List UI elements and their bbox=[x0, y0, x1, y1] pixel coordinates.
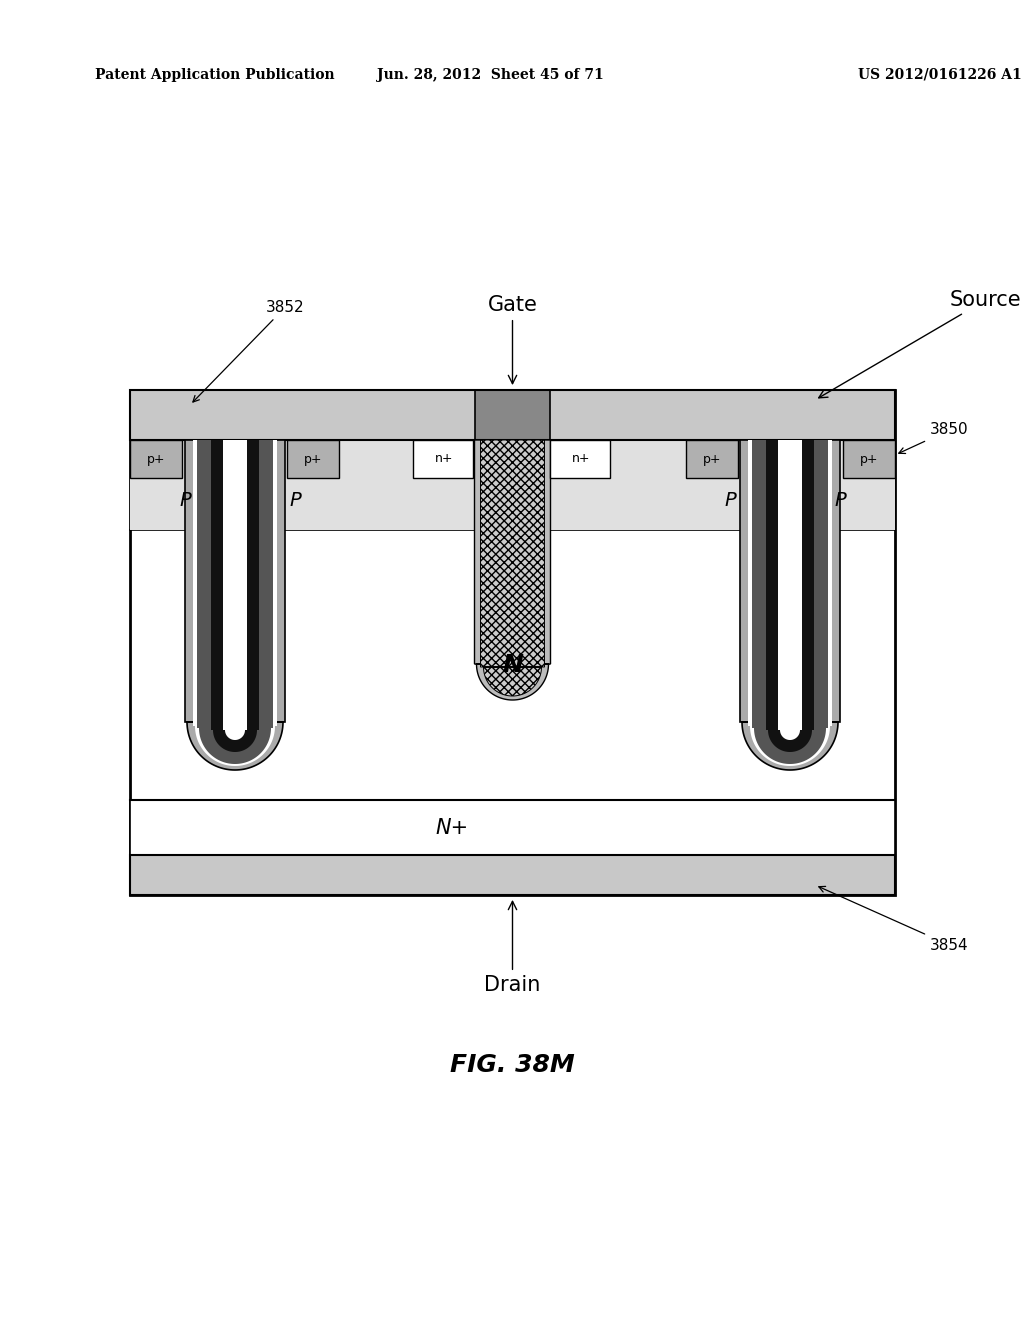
Bar bbox=[130, 389, 475, 440]
Text: Source: Source bbox=[819, 290, 1022, 397]
Bar bbox=[550, 389, 895, 440]
Bar bbox=[413, 440, 473, 478]
Polygon shape bbox=[740, 440, 840, 770]
Bar bbox=[130, 800, 895, 855]
Text: 3850: 3850 bbox=[899, 422, 969, 454]
Text: P: P bbox=[179, 491, 190, 510]
Text: Jun. 28, 2012  Sheet 45 of 71: Jun. 28, 2012 Sheet 45 of 71 bbox=[377, 69, 603, 82]
Text: FIG. 38M: FIG. 38M bbox=[451, 1053, 574, 1077]
Text: p+: p+ bbox=[860, 453, 879, 466]
Polygon shape bbox=[193, 440, 278, 766]
Text: Drain: Drain bbox=[484, 902, 541, 995]
Text: Patent Application Publication: Patent Application Publication bbox=[95, 69, 335, 82]
Polygon shape bbox=[748, 440, 831, 766]
Bar bbox=[686, 440, 738, 478]
Polygon shape bbox=[752, 440, 828, 764]
Bar bbox=[130, 440, 185, 531]
Text: p+: p+ bbox=[702, 453, 721, 466]
Text: n+: n+ bbox=[435, 453, 454, 466]
Text: Gate: Gate bbox=[487, 294, 538, 384]
Text: P: P bbox=[724, 491, 736, 510]
Polygon shape bbox=[474, 440, 551, 700]
Bar bbox=[130, 440, 182, 478]
Text: p+: p+ bbox=[304, 453, 323, 466]
Text: N: N bbox=[502, 653, 523, 677]
Bar bbox=[130, 389, 895, 895]
Text: 3852: 3852 bbox=[193, 300, 304, 403]
Bar bbox=[843, 440, 895, 478]
Text: P: P bbox=[835, 491, 846, 510]
Text: N+: N+ bbox=[436, 817, 469, 837]
Polygon shape bbox=[197, 440, 273, 764]
Bar bbox=[285, 440, 740, 531]
Polygon shape bbox=[223, 440, 247, 741]
Text: n+: n+ bbox=[571, 453, 590, 466]
Bar bbox=[840, 440, 895, 531]
Bar bbox=[550, 440, 610, 478]
Polygon shape bbox=[211, 440, 259, 752]
Bar bbox=[475, 389, 550, 440]
Polygon shape bbox=[185, 440, 285, 770]
Text: 3854: 3854 bbox=[819, 887, 969, 953]
Polygon shape bbox=[480, 440, 545, 696]
Bar bbox=[130, 389, 895, 440]
Polygon shape bbox=[778, 440, 802, 741]
Bar bbox=[130, 855, 895, 895]
Bar bbox=[287, 440, 339, 478]
Polygon shape bbox=[766, 440, 814, 752]
Bar bbox=[130, 855, 895, 895]
Text: P: P bbox=[289, 491, 301, 510]
Text: US 2012/0161226 A1: US 2012/0161226 A1 bbox=[858, 69, 1022, 82]
Text: p+: p+ bbox=[146, 453, 165, 466]
